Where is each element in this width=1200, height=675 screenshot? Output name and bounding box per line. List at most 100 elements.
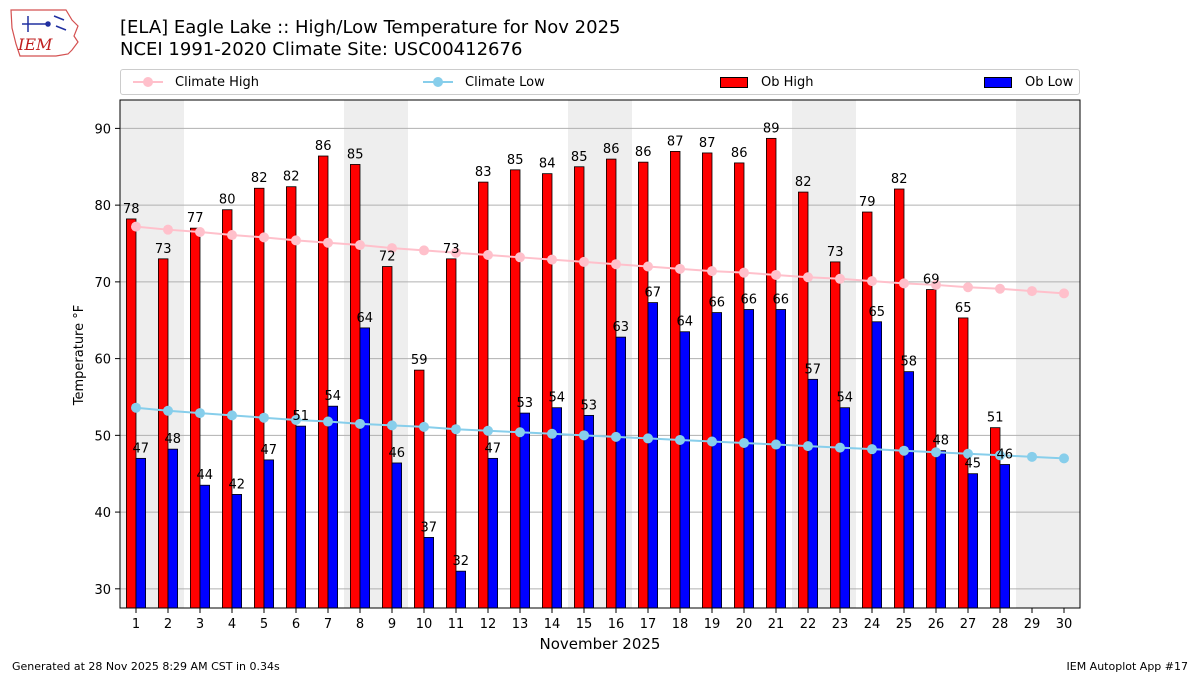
y-tick-label-90: 90	[94, 122, 111, 137]
label-ob-high-day-27: 65	[955, 301, 972, 316]
climate-high-point-day-14	[547, 254, 557, 265]
weekend-shade-day-22	[792, 100, 824, 608]
bar-ob-high-day-19	[702, 152, 713, 609]
climate-low-point-day-1	[131, 402, 141, 413]
bar-ob-low-day-24	[871, 321, 883, 609]
label-ob-high-day-17: 86	[635, 145, 652, 160]
label-ob-high-day-1: 78	[123, 202, 140, 217]
climate-high-point-day-17	[643, 261, 653, 272]
bar-ob-low-day-21	[775, 309, 787, 609]
label-ob-low-day-13: 53	[517, 396, 534, 411]
climate-low-point-day-2	[163, 405, 173, 416]
bar-ob-low-day-13	[519, 412, 531, 609]
legend-label-ob-high: Ob High	[761, 74, 814, 90]
label-ob-low-day-9: 46	[389, 446, 406, 461]
bar-ob-high-day-8	[349, 164, 361, 609]
y-tick-label-30: 30	[94, 583, 111, 598]
climate-low-point-day-10	[419, 421, 429, 432]
legend-item-climate-low: Climate Low	[423, 70, 545, 94]
climate-low-point-day-27	[963, 448, 973, 459]
x-tick-label-13: 13	[512, 617, 529, 632]
legend-item-ob-high: Ob High	[719, 70, 814, 94]
climate-high-point-day-26	[931, 279, 941, 290]
bar-ob-high-day-2	[157, 258, 169, 609]
bar-ob-low-day-2	[167, 448, 179, 609]
label-ob-low-day-20: 66	[741, 292, 758, 307]
x-tick-label-24: 24	[864, 617, 881, 632]
bar-ob-high-day-16	[606, 158, 617, 609]
x-tick-label-22: 22	[800, 617, 817, 632]
label-ob-high-day-11: 73	[443, 242, 460, 257]
bar-ob-low-day-16	[615, 336, 627, 609]
app-credit: IEM Autoplot App #17	[1066, 660, 1189, 673]
bar-ob-high-day-4	[221, 209, 233, 609]
climate-high-point-day-3	[195, 226, 205, 237]
x-tick-label-16: 16	[608, 617, 625, 632]
climate-low-point-day-4	[227, 410, 237, 421]
bar-ob-high-day-5	[253, 187, 265, 609]
weekend-shade-day-9	[376, 100, 408, 608]
bar-ob-high-day-24	[862, 211, 873, 609]
climate-low-swatch	[423, 75, 453, 89]
label-ob-low-day-1: 47	[133, 441, 150, 456]
label-ob-high-day-14: 84	[539, 157, 556, 172]
label-ob-high-day-13: 85	[507, 153, 524, 168]
climate-low-line	[135, 406, 1065, 460]
bar-ob-low-day-6	[295, 425, 307, 609]
bar-ob-high-day-25	[894, 188, 905, 609]
label-ob-high-day-16: 86	[603, 142, 620, 157]
bar-ob-high-day-7	[317, 155, 329, 609]
label-ob-low-day-15: 53	[581, 398, 598, 413]
climate-low-point-day-26	[931, 447, 941, 458]
climate-high-point-day-4	[227, 230, 237, 241]
bar-ob-low-day-18	[679, 331, 691, 609]
x-tick-label-3: 3	[196, 617, 204, 632]
x-tick-label-21: 21	[768, 617, 785, 632]
label-ob-high-day-5: 82	[251, 171, 268, 186]
logo-text: IEM	[17, 35, 53, 54]
y-tick-label-50: 50	[94, 429, 111, 444]
bar-ob-high-day-22	[798, 191, 809, 609]
label-ob-low-day-28: 46	[997, 448, 1014, 463]
label-ob-low-day-26: 48	[933, 434, 950, 449]
label-ob-high-day-8: 85	[347, 147, 364, 162]
bar-ob-low-day-17	[647, 302, 659, 609]
climate-low-point-day-12	[483, 425, 493, 436]
climate-low-point-day-16	[611, 431, 621, 442]
x-tick-label-26: 26	[928, 617, 945, 632]
climate-low-point-day-6	[291, 414, 301, 425]
label-ob-high-day-19: 87	[699, 136, 716, 151]
bar-ob-high-day-15	[574, 166, 585, 609]
climate-high-point-day-10	[419, 245, 429, 256]
bar-ob-high-day-13	[509, 169, 521, 609]
bar-ob-low-day-8	[359, 327, 371, 609]
label-ob-high-day-25: 82	[891, 172, 908, 187]
climate-low-point-day-30	[1059, 453, 1069, 464]
y-tick-label-70: 70	[94, 276, 111, 291]
label-ob-high-day-15: 85	[571, 150, 588, 165]
x-tick-label-27: 27	[960, 617, 977, 632]
climate-high-point-day-27	[963, 282, 973, 293]
x-tick-label-20: 20	[736, 617, 753, 632]
climate-high-point-day-22	[803, 272, 813, 283]
label-ob-high-day-4: 80	[219, 193, 236, 208]
y-tick-label-40: 40	[94, 506, 111, 521]
climate-high-point-day-7	[323, 237, 333, 248]
climate-low-point-day-15	[579, 430, 589, 441]
climate-low-point-day-13	[515, 427, 525, 438]
x-tick-label-1: 1	[132, 617, 140, 632]
climate-high-point-day-8	[355, 240, 365, 251]
legend-item-ob-low: Ob Low	[983, 70, 1073, 94]
x-tick-label-12: 12	[480, 617, 497, 632]
bar-ob-low-day-14	[551, 407, 563, 609]
climate-low-point-day-14	[547, 428, 557, 439]
label-ob-low-day-21: 66	[773, 292, 790, 307]
bar-ob-low-day-23	[839, 407, 851, 609]
climate-low-point-day-17	[643, 433, 653, 444]
label-ob-high-day-28: 51	[987, 411, 1004, 426]
bar-ob-low-day-5	[263, 459, 275, 609]
label-ob-low-day-10: 37	[421, 520, 438, 535]
x-tick-label-11: 11	[448, 617, 465, 632]
label-ob-low-day-23: 54	[837, 391, 854, 406]
x-tick-label-4: 4	[228, 617, 236, 632]
